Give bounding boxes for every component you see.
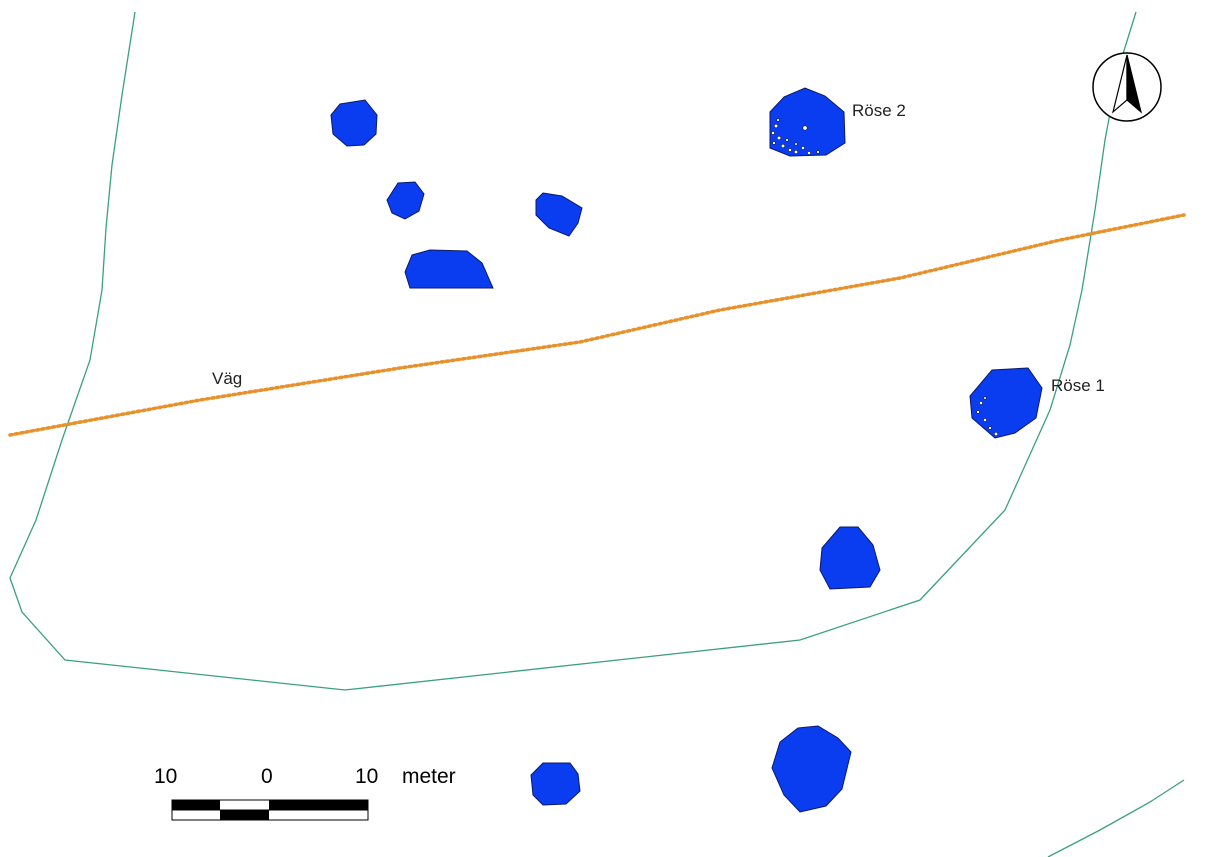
feature-polygon — [404, 249, 494, 289]
feature-polygons — [330, 87, 1043, 813]
boundary-lines — [9, 11, 1185, 857]
scale-bar: 10 0 10 meter — [154, 765, 456, 821]
feature-polygon — [330, 99, 378, 147]
road-line — [8, 213, 1186, 437]
cairn-2-label: Röse 2 — [852, 101, 906, 120]
feature-polygon — [386, 181, 425, 220]
cairn-detail-speckles — [771, 118, 998, 436]
boundary-line-lower-right — [1047, 779, 1185, 857]
cairn-1-label: Röse 1 — [1051, 376, 1105, 395]
cairn-2-polygon — [769, 87, 846, 157]
north-arrow-icon — [1092, 52, 1162, 122]
scale-left-value: 10 — [154, 765, 177, 788]
cairn-1-polygon — [969, 367, 1043, 439]
feature-polygon — [530, 762, 581, 806]
survey-area-boundary — [9, 11, 1137, 691]
feature-polygon — [819, 526, 881, 590]
feature-polygon — [771, 725, 852, 813]
scale-middle-value: 0 — [261, 765, 273, 788]
scale-unit: meter — [402, 765, 456, 788]
road-label: Väg — [212, 369, 242, 388]
scale-right-value: 10 — [355, 765, 378, 788]
feature-polygon — [535, 192, 583, 237]
